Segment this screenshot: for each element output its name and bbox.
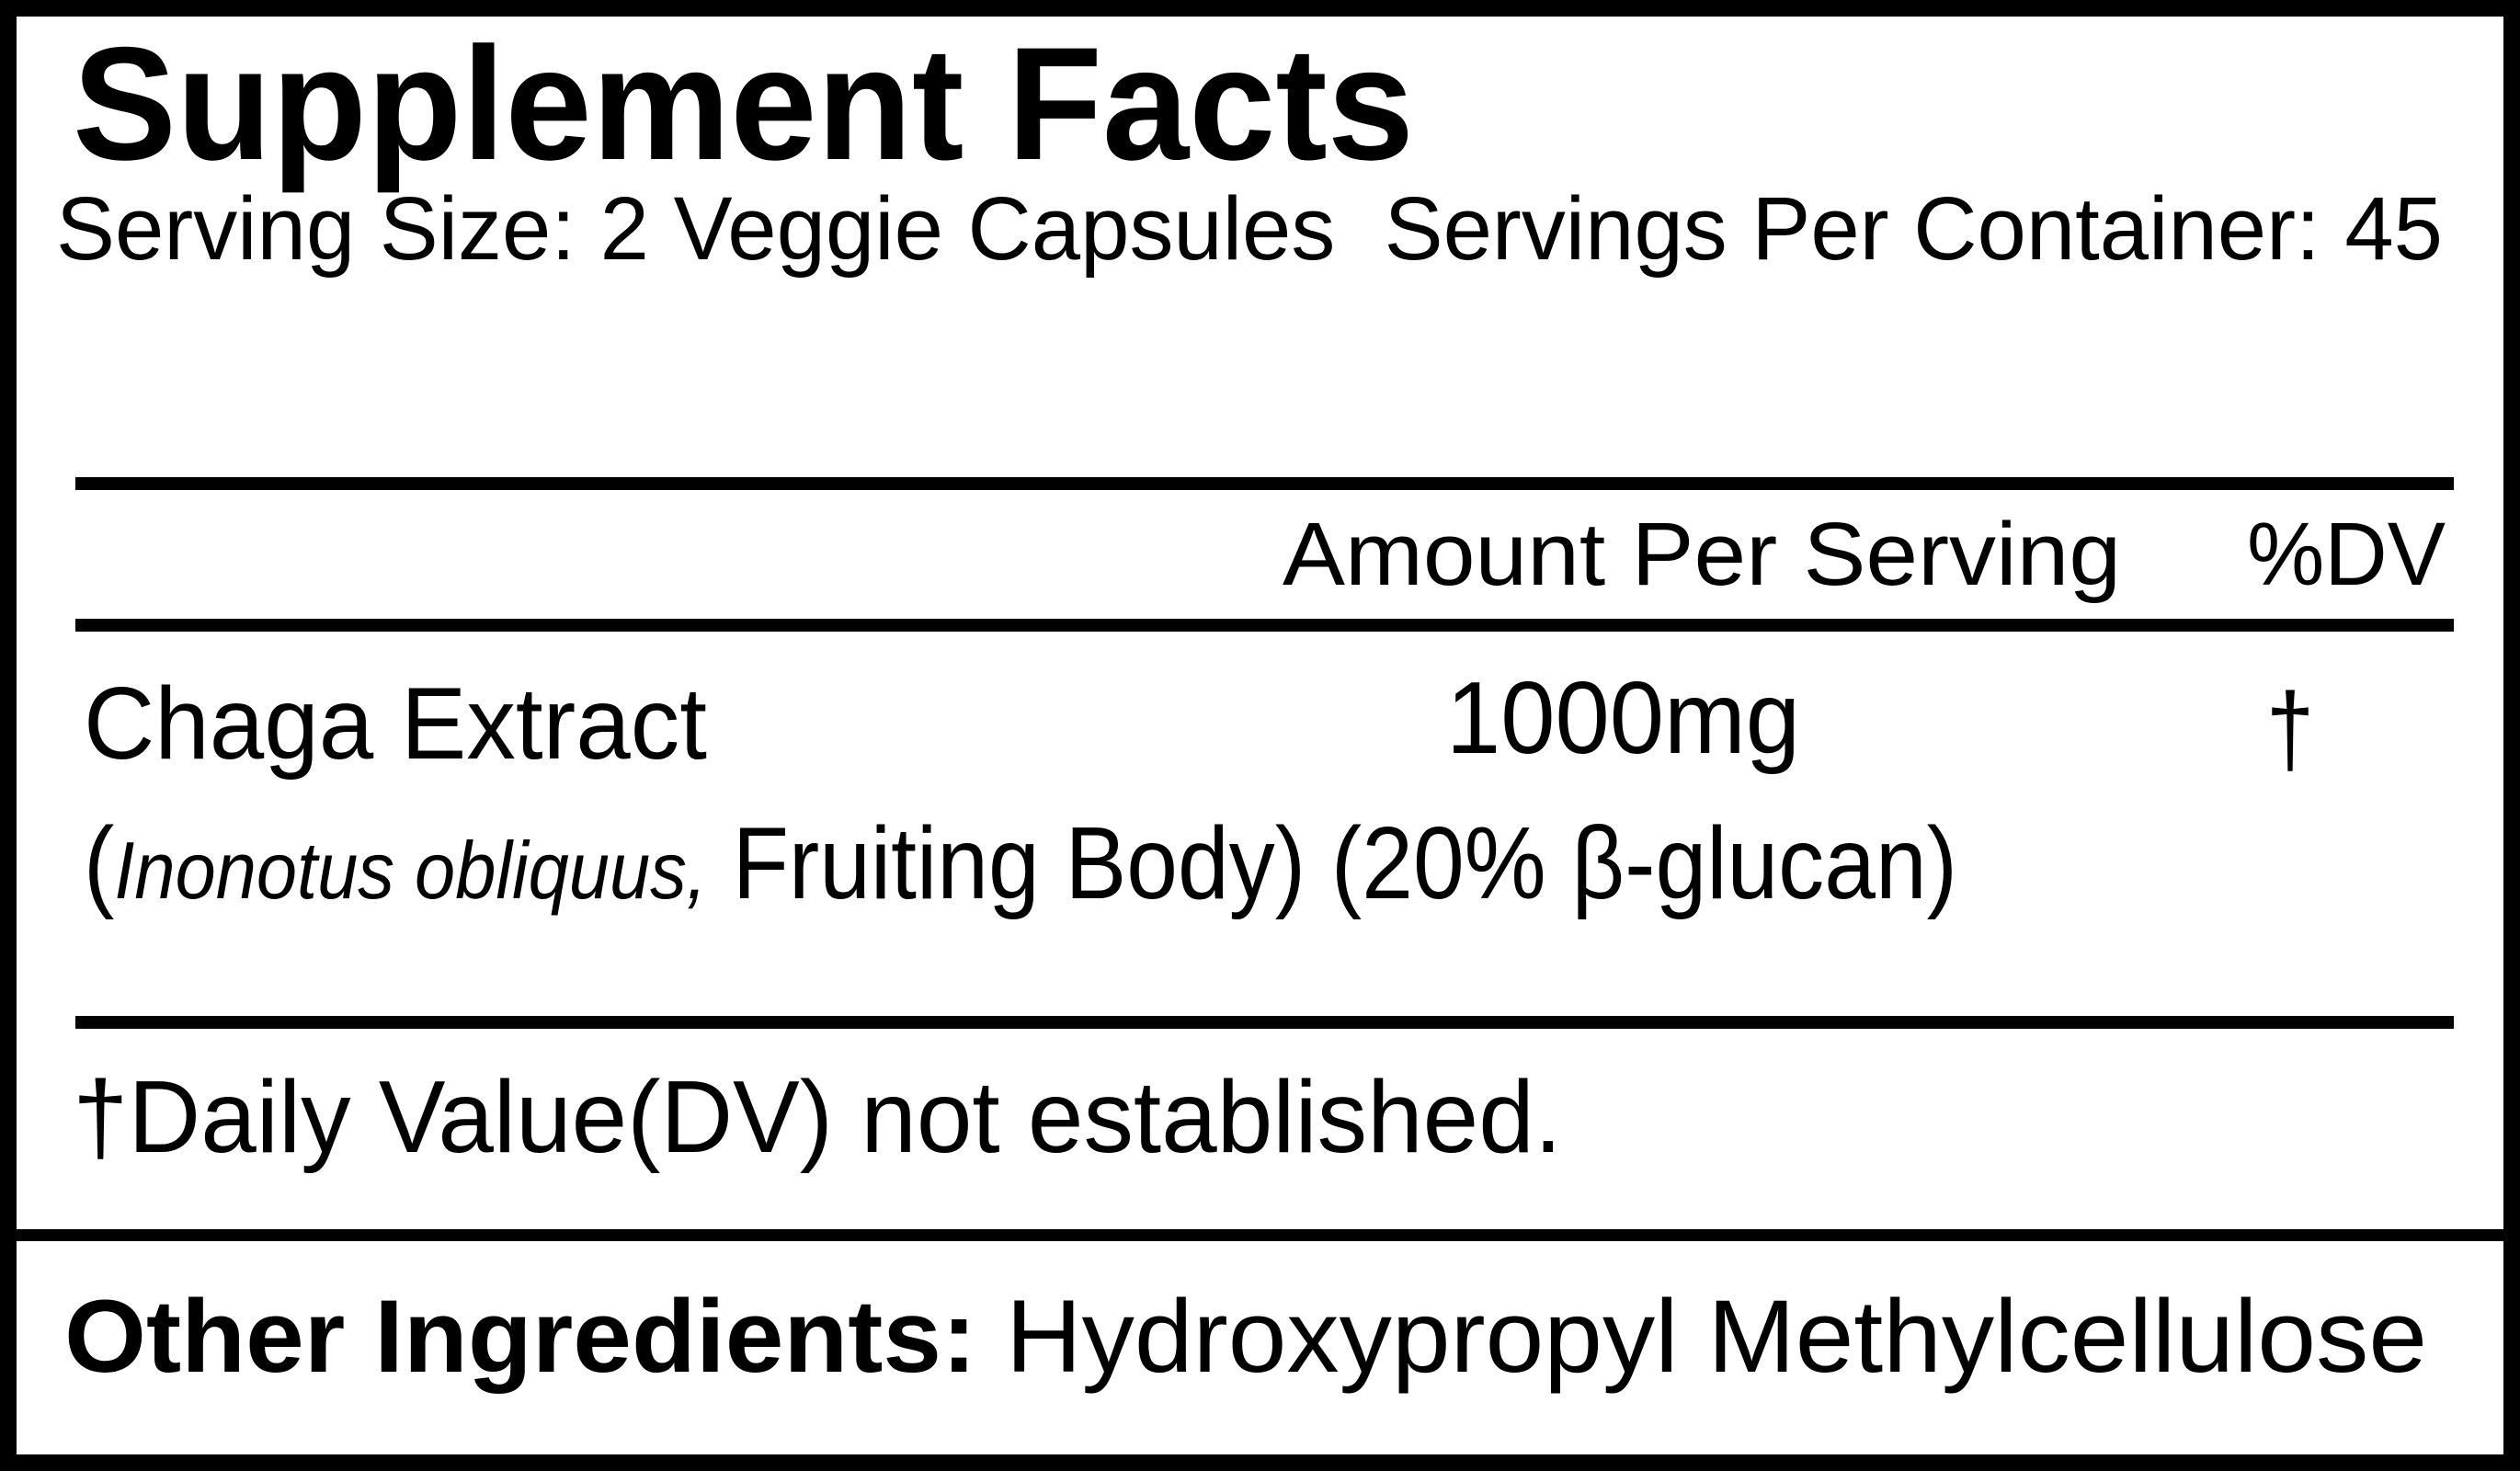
footnote: †Daily Value(DV) not established. [73, 1060, 1562, 1174]
section-divider [0, 1229, 2520, 1241]
serving-size: Serving Size: 2 Veggie Capsules [56, 178, 1336, 279]
serving-info: Serving Size: 2 Veggie Capsules Servings… [56, 184, 2443, 273]
other-ingredients-label: Other Ingredients: [64, 1279, 977, 1394]
ingredient-name: Chaga Extract [84, 667, 707, 781]
ingredient-detail: (Inonotus obliquus, Fruiting Body) (20% … [84, 813, 1957, 915]
column-header-amount: Amount Per Serving [1283, 504, 2121, 604]
detail-latin-name: Inonotus obliquus, [114, 825, 707, 916]
divider-thick-3 [75, 1016, 2454, 1029]
column-header-dv: %DV [2247, 504, 2446, 604]
label-title: Supplement Facts [73, 15, 1414, 194]
detail-rest: Fruiting Body) (20% β-glucan) [706, 806, 1957, 920]
ingredient-amount: 1000mg [1446, 661, 1800, 775]
ingredient-dv: † [2266, 672, 2314, 786]
other-ingredients-value: Hydroxypropyl Methylcellulose [976, 1279, 2427, 1394]
other-ingredients: Other Ingredients: Hydroxypropyl Methylc… [64, 1285, 2427, 1388]
servings-per-container: Servings Per Container: 45 [1384, 178, 2443, 279]
divider-thick-2 [75, 619, 2454, 632]
divider-thick-1 [75, 477, 2454, 490]
detail-open-paren: ( [84, 806, 115, 920]
